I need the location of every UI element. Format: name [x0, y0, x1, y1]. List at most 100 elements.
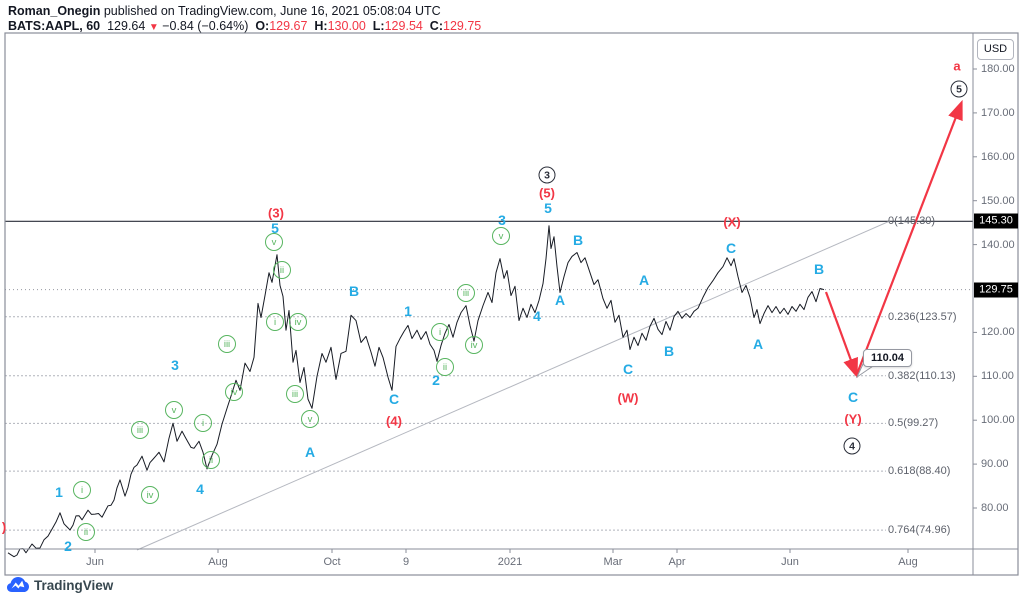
wave-label-blue: A: [752, 336, 764, 352]
publish-text: published on TradingView.com, June 16, 2…: [100, 4, 441, 18]
price-axis-label[interactable]: 170.00: [981, 106, 1015, 119]
wave-label-green-circled: i: [73, 481, 91, 499]
wave-label-blue: C: [388, 391, 400, 407]
price-axis-label[interactable]: 150.00: [981, 194, 1015, 207]
wave-label-blue: B: [663, 343, 675, 359]
open-label: O:: [255, 19, 270, 33]
time-axis-label[interactable]: Aug: [208, 556, 228, 568]
projection-arrow-down[interactable]: [824, 291, 858, 379]
wave-label-black-circled: 5: [950, 80, 968, 98]
time-axis-label[interactable]: 2021: [497, 556, 523, 568]
fib-level-label: 0(145.30): [888, 215, 936, 228]
wave-label-blue: C: [847, 389, 859, 405]
wave-label-blue: 2: [432, 372, 440, 388]
price-axis-label[interactable]: 80.00: [981, 502, 1009, 514]
tradingview-wordmark: TradingView: [34, 577, 114, 593]
low-value: 129.54: [384, 19, 423, 33]
currency-toggle-button[interactable]: USD: [977, 39, 1014, 60]
wave-label-green-circled: v: [165, 401, 183, 419]
wave-label-blue: 4: [196, 481, 204, 497]
wave-label-blue: A: [554, 292, 566, 308]
wave-label-green-circled: ii: [436, 358, 454, 376]
wave-label-green-circled: iv: [225, 383, 243, 401]
wave-label-blue: C: [725, 240, 737, 256]
close-label: C:: [429, 19, 443, 33]
trendline[interactable]: [136, 220, 891, 551]
wave-label-blue: A: [304, 444, 316, 460]
wave-label-blue: B: [348, 283, 360, 299]
high-label: H:: [314, 19, 328, 33]
fib-level-label: 0.5(99.27): [888, 417, 939, 430]
wave-label-green-circled: v: [265, 233, 283, 251]
wave-label-blue: 3: [171, 357, 179, 373]
price-axis-label[interactable]: 90.00: [981, 458, 1009, 471]
wave-label-green-circled: i: [194, 414, 212, 432]
wave-label-red: (X): [723, 214, 741, 230]
price-axis-label[interactable]: 120.00: [981, 326, 1015, 339]
fib-level-label: 0.382(110.13): [888, 369, 956, 382]
wave-label-red: (4): [386, 413, 402, 429]
wave-label-green-circled: ii: [77, 523, 95, 541]
time-axis-label[interactable]: Jun: [86, 556, 104, 568]
time-axis-label[interactable]: Jun: [781, 556, 799, 568]
wave-label-blue: 5: [271, 220, 279, 236]
wave-label-blue: 1: [55, 484, 63, 500]
quote-line: BATS:AAPL, 60 129.64 ▼ −0.84 (−0.64%) O:…: [8, 19, 481, 35]
time-axis-label[interactable]: Mar: [603, 556, 623, 568]
time-axis-label[interactable]: Oct: [323, 556, 341, 568]
price-axis-label[interactable]: 100.00: [981, 414, 1015, 427]
wave-label-black-circled: 3: [538, 166, 556, 184]
last-price: 129.64: [107, 19, 146, 33]
wave-label-green-circled: iii: [286, 385, 304, 403]
wave-label-red: ): [1, 519, 7, 535]
wave-label-blue: 5: [544, 200, 552, 216]
fib-level-label: 0.236(123.57): [888, 310, 957, 323]
wave-label-green-circled: iii: [218, 335, 236, 353]
time-axis-label[interactable]: 9: [402, 556, 410, 568]
price-axis-label[interactable]: 140.00: [981, 238, 1015, 251]
price-target-tooltip: 110.04: [863, 349, 913, 367]
wave-label-blue: 4: [533, 308, 541, 324]
price-axis-label[interactable]: 160.00: [981, 150, 1015, 163]
wave-label-blue: C: [622, 361, 634, 377]
fib-level-label: 0.618(88.40): [888, 465, 951, 478]
author-link[interactable]: Roman_Onegin: [8, 4, 101, 18]
price-change: −0.84 (−0.64%): [162, 19, 249, 33]
publish-line: Roman_Onegin published on TradingView.co…: [8, 4, 441, 19]
chart-frame: [4, 32, 1019, 576]
wave-label-green-circled: i: [266, 313, 284, 331]
wave-label-green-circled: iv: [465, 336, 483, 354]
wave-label-green-circled: v: [301, 410, 319, 428]
price-axis-mark: 145.30: [974, 213, 1018, 229]
wave-label-red: (Y): [844, 411, 862, 427]
open-value: 129.67: [269, 19, 308, 33]
wave-label-green-circled: ii: [202, 451, 220, 469]
wave-label-blue: B: [813, 261, 825, 277]
wave-label-green-circled: i: [431, 323, 449, 341]
time-axis-label[interactable]: Apr: [668, 556, 686, 568]
wave-label-red: (5): [539, 185, 555, 201]
projection-arrow-up[interactable]: [855, 99, 963, 375]
wave-label-red: a: [953, 58, 961, 74]
wave-label-green-circled: v: [492, 227, 510, 245]
price-axis-label[interactable]: 180.00: [981, 63, 1015, 75]
price-axis-label[interactable]: 110.00: [981, 370, 1014, 383]
low-label: L:: [372, 19, 385, 33]
close-value: 129.75: [443, 19, 482, 33]
wave-label-blue: 1: [404, 303, 412, 319]
wave-label-blue: A: [638, 272, 650, 288]
high-value: 130.00: [327, 19, 366, 33]
down-triangle-icon: ▼: [148, 22, 159, 33]
wave-label-blue: 2: [64, 538, 72, 554]
wave-label-green-circled: iii: [131, 421, 149, 439]
tradingview-logo-icon: [7, 577, 29, 592]
wave-label-blue: B: [572, 232, 584, 248]
wave-label-red: (W): [617, 390, 639, 406]
time-axis-label[interactable]: Aug: [898, 556, 918, 568]
symbol-interval: BATS:AAPL, 60: [8, 19, 101, 33]
fib-level-label: 0.764(74.96): [888, 524, 951, 537]
wave-label-green-circled: ii: [273, 261, 291, 279]
tradingview-attribution[interactable]: TradingView: [7, 577, 113, 593]
